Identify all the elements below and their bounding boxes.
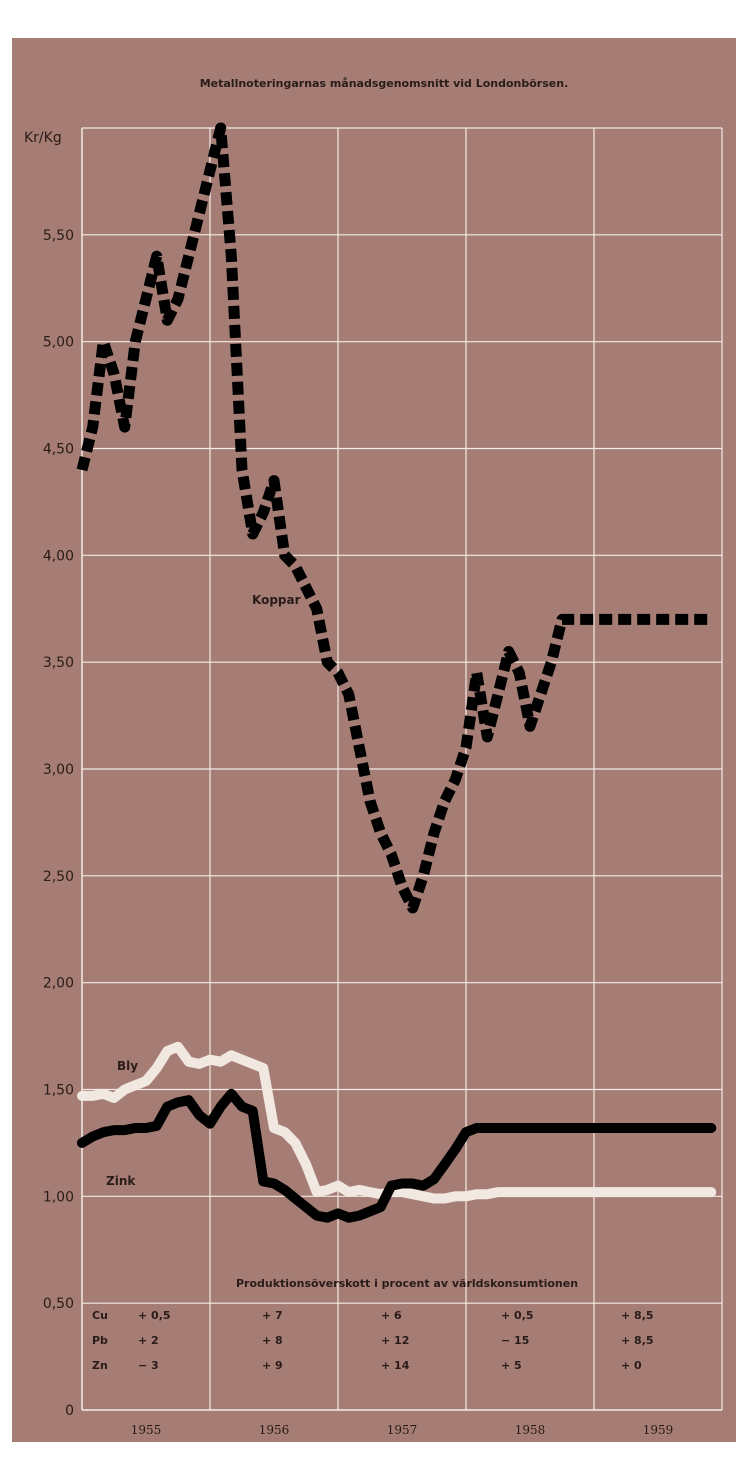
table-cell-cu-1956: + 7	[262, 1309, 283, 1322]
table-title: Produktionsöverskott i procent av världs…	[236, 1277, 578, 1290]
y-tick-label-10: 5,00	[43, 335, 74, 351]
table-metal-pb: Pb	[92, 1334, 108, 1347]
table-cell-cu-1958: + 0,5	[501, 1309, 534, 1322]
table-cell-zn-1959: + 0	[621, 1359, 642, 1372]
y-axis-ticks: 0 0,50 1,00 1,50 2,00 2,50 3,00 3,50 4,00 4,50 5,0…	[43, 228, 74, 1419]
y-tick-label-5: 2,50	[43, 869, 74, 885]
grid	[81, 127, 723, 1411]
series-label-zink: Zink	[106, 1174, 136, 1188]
chart-svg: Metallnoteringarnas månadsgenomsnitt vid…	[24, 77, 723, 1437]
series-bly-line	[77, 1041, 717, 1204]
series-zink-line	[77, 1088, 717, 1223]
table-cell-pb-1956: + 8	[262, 1334, 283, 1347]
table-cell-pb-1959: + 8,5	[621, 1334, 654, 1347]
y-tick-label-6: 3,00	[43, 762, 74, 778]
x-tick-label-1959: 1959	[643, 1423, 674, 1437]
table-metal-cu: Cu	[92, 1309, 108, 1322]
x-axis-ticks: 1955 1956 1957 1958 1959	[131, 1423, 674, 1437]
table-cell-zn-1956: + 9	[262, 1359, 283, 1372]
x-tick-label-1955: 1955	[131, 1423, 162, 1437]
table-metal-zn: Zn	[92, 1359, 108, 1372]
chart-sheet: Metallnoteringarnas månadsgenomsnitt vid…	[12, 38, 736, 1442]
chart-title: Metallnoteringarnas månadsgenomsnitt vid…	[200, 77, 569, 90]
series-group	[76, 122, 717, 1223]
x-tick-label-1957: 1957	[387, 1423, 418, 1437]
table-cell-cu-1955: + 0,5	[138, 1309, 171, 1322]
y-tick-label-9: 4,50	[43, 442, 74, 458]
series-label-bly: Bly	[117, 1059, 138, 1073]
y-tick-label-7: 3,50	[43, 655, 74, 671]
x-tick-label-1956: 1956	[259, 1423, 290, 1437]
y-tick-label-1: 0,50	[43, 1296, 74, 1312]
y-tick-label-2: 1,00	[43, 1189, 74, 1205]
table-cell-zn-1958: + 5	[501, 1359, 522, 1372]
y-tick-label-3: 1,50	[43, 1083, 74, 1099]
table-cell-cu-1957: + 6	[381, 1309, 402, 1322]
y-tick-label-4: 2,00	[43, 976, 74, 992]
y-tick-label-11: 5,50	[43, 228, 74, 244]
y-axis-unit-label: Kr/Kg	[24, 130, 62, 146]
table-cell-pb-1957: + 12	[381, 1334, 409, 1347]
x-tick-label-1958: 1958	[515, 1423, 546, 1437]
series-label-koppar: Koppar	[252, 593, 301, 607]
y-tick-label-0: 0	[65, 1403, 74, 1419]
table-cell-cu-1959: + 8,5	[621, 1309, 654, 1322]
y-tick-label-8: 4,00	[43, 548, 74, 564]
table-cell-zn-1955: − 3	[138, 1359, 159, 1372]
series-koppar-line	[76, 122, 712, 914]
table-cell-pb-1955: + 2	[138, 1334, 159, 1347]
table-cell-zn-1957: + 14	[381, 1359, 410, 1372]
table-cell-pb-1958: − 15	[501, 1334, 529, 1347]
surplus-table: Cu + 0,5 + 7 + 6 + 0,5 + 8,5 Pb + 2 + 8 + 12 − 15 +…	[92, 1309, 654, 1372]
